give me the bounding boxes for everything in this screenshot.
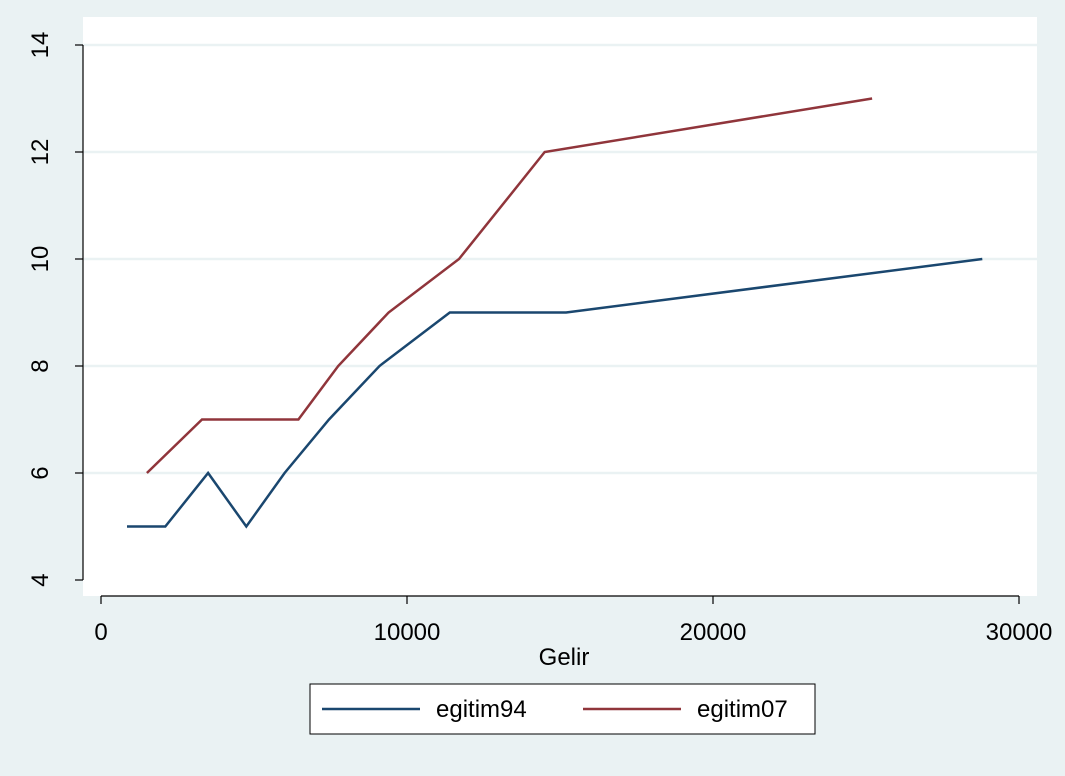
x-axis-label: Gelir	[539, 644, 590, 671]
y-tick-label: 14	[27, 32, 54, 59]
y-tick-label: 12	[27, 139, 54, 166]
series-line-egitim94	[127, 257, 983, 529]
legend-box	[309, 683, 816, 735]
x-tick-label: 0	[94, 619, 107, 646]
legend-label-egitim07: egitim07	[697, 696, 788, 723]
axes: 4 6 8 10 12 14 0 10000 20000 30000	[27, 32, 1052, 646]
legend-label-egitim94: egitim94	[436, 696, 527, 723]
series-line-egitim07	[146, 97, 873, 474]
legend: egitim94 egitim07	[309, 683, 816, 735]
x-tick-label: 10000	[374, 619, 441, 646]
x-tick-label: 30000	[986, 619, 1053, 646]
y-tick-label: 4	[27, 573, 54, 586]
y-tick-label: 6	[27, 466, 54, 479]
gridlines	[83, 43, 1037, 475]
y-tick-label: 10	[27, 246, 54, 273]
x-tick-label: 20000	[680, 619, 747, 646]
series-lines	[127, 97, 983, 529]
y-tick-label: 8	[27, 359, 54, 372]
plot-area	[83, 17, 1037, 596]
